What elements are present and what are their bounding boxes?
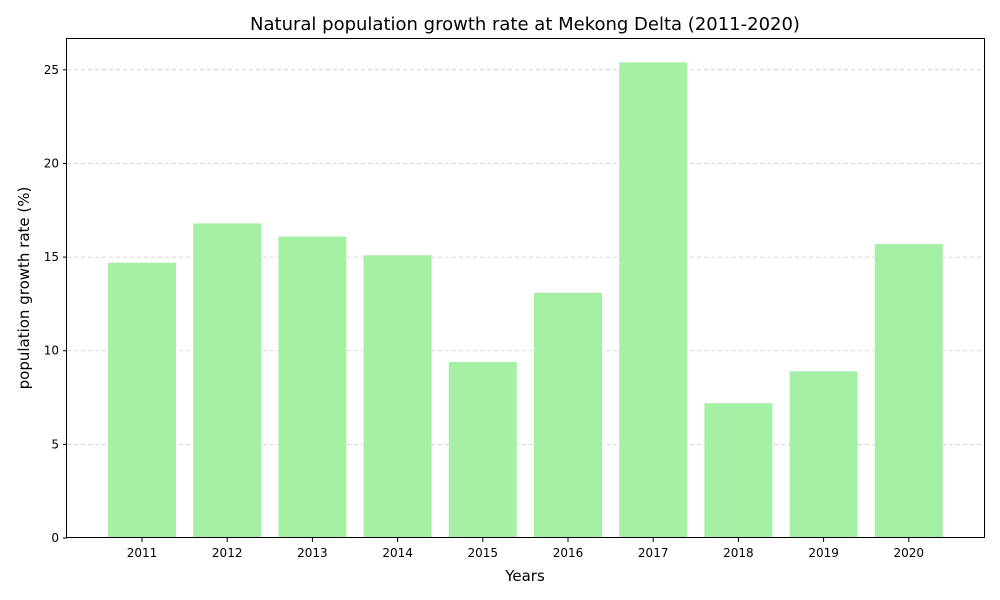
x-tick-label: 2017 [638, 546, 669, 560]
bar-2019 [789, 371, 858, 538]
bar-2017 [619, 62, 688, 538]
plot-frame [66, 38, 985, 538]
bar-2016 [534, 292, 602, 538]
chart-title: Natural population growth rate at Mekong… [250, 14, 800, 35]
x-tick-label: 2016 [553, 546, 584, 560]
x-tick-label: 2018 [723, 546, 754, 560]
bar-2018 [704, 403, 773, 538]
bar-2014 [363, 255, 432, 539]
y-tick-label: 15 [44, 250, 59, 264]
bar-2020 [874, 243, 943, 539]
bar-2012 [193, 223, 262, 539]
x-tick-label: 2019 [808, 546, 839, 560]
axis-layer: 0 5 10 15 20 25 2011 2012 2013 2014 2015 2016 2017 20… [44, 63, 924, 560]
y-tick-label: 25 [44, 63, 59, 77]
x-tick-label: 2015 [468, 546, 499, 560]
y-tick-label: 0 [51, 531, 59, 545]
bar-2013 [278, 236, 347, 538]
x-tick-label: 2012 [212, 546, 243, 560]
x-tick-label: 2014 [382, 546, 413, 560]
bar-2011 [108, 262, 176, 538]
x-tick-label: 2013 [297, 546, 328, 560]
x-axis-label: Years [504, 567, 545, 585]
x-tick-label: 2011 [127, 546, 158, 560]
y-tick-label: 10 [44, 344, 59, 358]
y-tick-label: 20 [44, 156, 59, 170]
x-tick-label: 2020 [894, 546, 925, 560]
y-tick-label: 5 [51, 437, 59, 451]
bar-2015 [448, 361, 517, 538]
bar-layer [108, 62, 943, 539]
y-axis-label: population growth rate (%) [15, 187, 33, 390]
